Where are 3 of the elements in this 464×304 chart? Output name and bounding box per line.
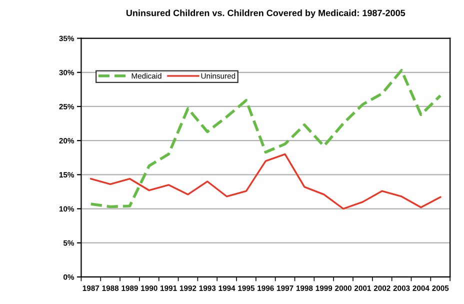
line-series	[90, 68, 442, 208]
chart-title: Uninsured Children vs. Children Covered by Medicaid: 1987-2005	[126, 10, 406, 18]
line-series	[90, 153, 442, 210]
